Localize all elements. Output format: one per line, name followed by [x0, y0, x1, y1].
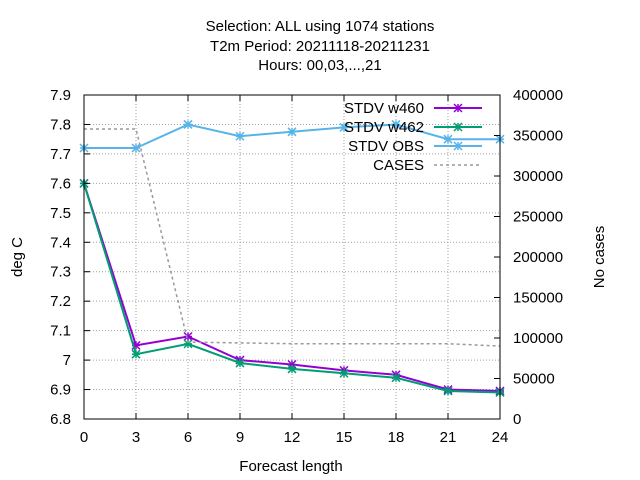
series-2-point — [339, 122, 349, 132]
x-tick-label: 12 — [284, 429, 301, 446]
series-1-point — [131, 349, 141, 359]
x-tick-label: 24 — [492, 429, 509, 446]
series-layer — [79, 119, 505, 398]
series-2-point-d2 — [287, 127, 297, 137]
chart-title-line-2: T2m Period: 20211118-20211231 — [210, 38, 430, 55]
legend-label-1: STDV w462 — [344, 119, 424, 136]
y-tick-label: 7.8 — [50, 116, 71, 133]
x-tick-label: 3 — [132, 429, 140, 446]
legend-marker-1 — [453, 122, 463, 132]
y-tick-label: 7.7 — [50, 146, 71, 163]
chart-title-line-1: Selection: ALL using 1074 stations — [205, 18, 435, 35]
series-2-point-d2 — [183, 119, 193, 129]
legend: STDV w460 STDV w462 STDV OBS CASES — [344, 100, 482, 174]
series-1-point-d2 — [339, 368, 349, 378]
series-1-point — [287, 364, 297, 374]
chart-title-line-3: Hours: 00,03,...,21 — [258, 57, 382, 74]
x-tick-label: 9 — [236, 429, 244, 446]
y2-tick-label: 400000 — [513, 87, 563, 104]
legend-label-2: STDV OBS — [348, 138, 424, 155]
series-1-point — [339, 368, 349, 378]
y2-tick-label: 300000 — [513, 168, 563, 185]
legend-label-0: STDV w460 — [344, 100, 424, 117]
y-tick-label: 7.4 — [50, 234, 71, 251]
series-2-point — [391, 119, 401, 129]
legend-marker-0-d2 — [453, 103, 463, 113]
y-tick-label: 7.6 — [50, 175, 71, 192]
legend-label-3: CASES — [373, 157, 424, 174]
series-2-point-d2 — [391, 119, 401, 129]
y2-tick-label: 0 — [513, 411, 521, 428]
y-tick-label: 7.9 — [50, 87, 71, 104]
series-0-point-d2 — [183, 331, 193, 342]
y2-tick-label: 100000 — [513, 330, 563, 347]
series-1-point-d2 — [183, 339, 193, 349]
y2-tick-label: 350000 — [513, 128, 563, 145]
series-1-point-d2 — [131, 349, 141, 359]
series-1-point — [443, 386, 453, 396]
x-tick-label: 18 — [388, 429, 405, 446]
x-tick-label: 15 — [336, 429, 353, 446]
series-1-point — [183, 339, 193, 349]
series-2-point — [287, 127, 297, 137]
series-1-point — [235, 358, 245, 368]
y2-tick-label: 150000 — [513, 290, 563, 307]
y-tick-label: 7.5 — [50, 205, 71, 222]
y2-axis-label: No cases — [591, 226, 608, 289]
series-2-point — [131, 143, 141, 153]
x-tick-label: 21 — [440, 429, 457, 446]
legend-marker-2-d2 — [453, 141, 463, 151]
series-0-point — [183, 331, 193, 342]
legend-marker-0 — [453, 103, 463, 113]
series-1-point-d2 — [235, 358, 245, 368]
series-2-point-d2 — [131, 143, 141, 153]
y-axis-label: deg C — [9, 237, 26, 277]
axis-layer: 0 3 6 9 12 15 18 21 24 6.8 6.9 7 7.1 7.2 7.3 7.4 7.5 7.6 7… — [50, 87, 563, 446]
legend-marker-1-d2 — [453, 122, 463, 132]
y-tick-label: 6.8 — [50, 411, 71, 428]
legend-marker-2 — [453, 141, 463, 151]
series-2-point-d2 — [235, 131, 245, 141]
y-tick-label: 7 — [63, 352, 71, 369]
y2-tick-label: 50000 — [513, 371, 555, 388]
x-axis-label: Forecast length — [239, 458, 342, 475]
y-tick-label: 7.3 — [50, 264, 71, 281]
series-1-point-d2 — [287, 364, 297, 374]
y-tick-label: 7.1 — [50, 323, 71, 340]
series-1-point-d2 — [443, 386, 453, 396]
series-2-point — [183, 119, 193, 129]
series-1-point — [391, 373, 401, 383]
series-2-point — [235, 131, 245, 141]
y2-tick-label: 200000 — [513, 249, 563, 266]
y2-tick-label: 250000 — [513, 209, 563, 226]
series-2-point — [443, 134, 453, 144]
series-2-point-d2 — [339, 122, 349, 132]
series-1-point-d2 — [391, 373, 401, 383]
x-tick-label: 0 — [80, 429, 88, 446]
y-tick-label: 7.2 — [50, 293, 71, 310]
series-2-point-d2 — [443, 134, 453, 144]
y-tick-label: 6.9 — [50, 382, 71, 399]
x-tick-label: 6 — [184, 429, 192, 446]
